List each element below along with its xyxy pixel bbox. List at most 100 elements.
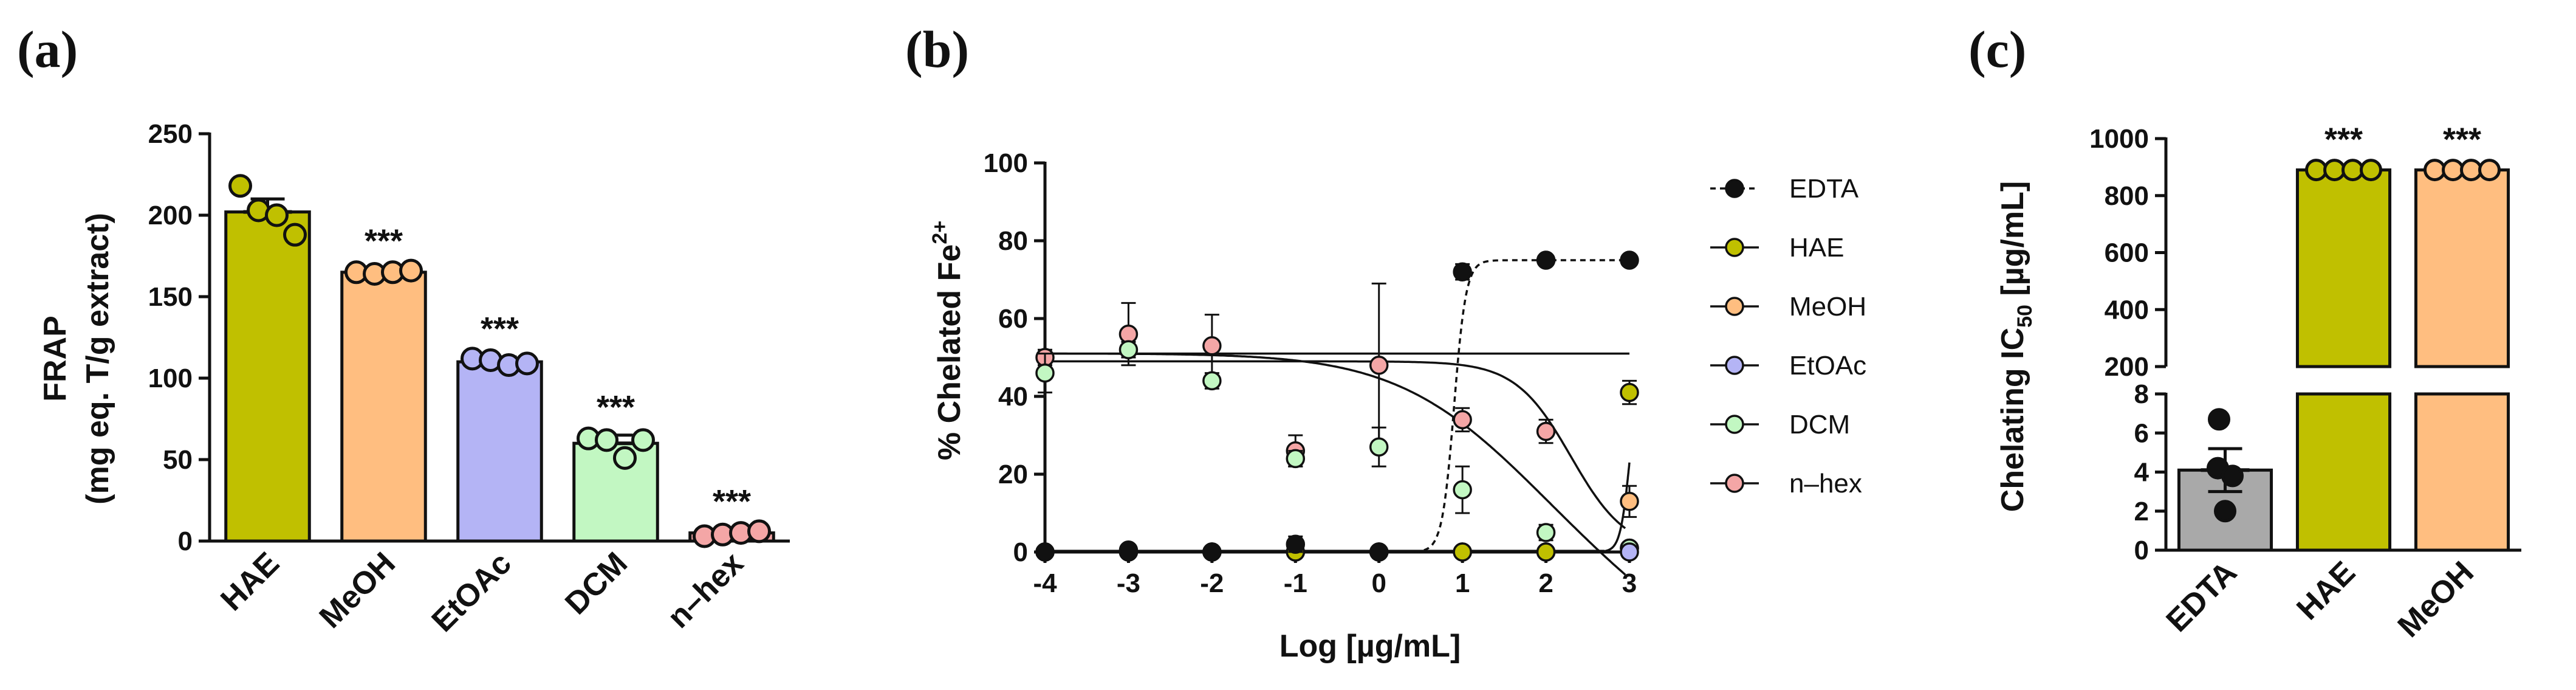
c-bar-upper-MeOH bbox=[2414, 168, 2510, 368]
c-ytick-label: 1000 bbox=[2089, 124, 2149, 154]
c-point bbox=[2424, 159, 2446, 182]
c-ytick-label: 6 bbox=[2134, 418, 2149, 448]
b-point-MeOH bbox=[1620, 492, 1639, 511]
a-point bbox=[228, 174, 252, 198]
a-point bbox=[747, 519, 771, 543]
panel-b-line-chart: % Chelated Fe2+ Log [µg/mL] 020406080100… bbox=[928, 148, 1866, 664]
legend-label-n–hex: n–hex bbox=[1789, 469, 1862, 499]
c-point bbox=[2208, 408, 2230, 431]
c-ytick-label: 2 bbox=[2134, 497, 2149, 526]
a-significance: *** bbox=[713, 483, 751, 520]
b-xtick-label: -1 bbox=[1284, 568, 1307, 598]
b-point-DCM bbox=[1286, 449, 1306, 469]
a-category-label: MeOH bbox=[313, 545, 402, 635]
a-bar-EtOAc bbox=[456, 360, 543, 543]
b-xtick-label: 1 bbox=[1455, 568, 1470, 598]
legend-label-DCM: DCM bbox=[1789, 410, 1850, 440]
panel-label-b: (b) bbox=[905, 20, 969, 78]
b-point-EDTA bbox=[1620, 250, 1639, 270]
b-ylabel-main: % Chelated Fe bbox=[932, 244, 967, 460]
c-ytick-label: 800 bbox=[2105, 181, 2149, 211]
b-point-EDTA bbox=[1536, 250, 1556, 270]
a-category-label: n–hex bbox=[661, 545, 750, 635]
c-point bbox=[2460, 159, 2482, 182]
b-ytick-label: 40 bbox=[998, 382, 1028, 412]
b-point-EDTA bbox=[1118, 540, 1139, 560]
b-point-EDTA bbox=[1369, 542, 1389, 562]
a-category-label: DCM bbox=[558, 545, 634, 621]
b-point-EDTA bbox=[1286, 534, 1306, 554]
c-bar-lower-MeOH bbox=[2414, 392, 2510, 552]
c-point bbox=[2323, 159, 2346, 182]
b-xtick-label: 0 bbox=[1371, 568, 1386, 598]
a-ytick-label: 150 bbox=[148, 282, 193, 312]
c-ylabel-unit: [µg/mL] bbox=[1995, 181, 2030, 305]
b-point-DCM bbox=[1453, 480, 1472, 500]
c-ylabel-sub: 50 bbox=[2013, 305, 2036, 328]
a-point bbox=[283, 223, 307, 247]
b-xtick-label: -4 bbox=[1033, 568, 1057, 598]
legend-marker-HAE bbox=[1725, 238, 1744, 257]
b-point-DCM bbox=[1035, 363, 1055, 383]
c-significance: *** bbox=[2443, 122, 2481, 158]
legend-label-EDTA: EDTA bbox=[1789, 174, 1859, 204]
b-point-DCM bbox=[1202, 371, 1222, 391]
c-ytick-label: 8 bbox=[2134, 379, 2149, 409]
c-category-label: HAE bbox=[2290, 554, 2362, 627]
b-point-n–hex bbox=[1453, 410, 1472, 430]
b-point-n–hex bbox=[1202, 336, 1222, 356]
b-fit-EDTA bbox=[1045, 259, 1629, 553]
b-point-HAE bbox=[1536, 542, 1556, 562]
a-point bbox=[631, 428, 655, 452]
c-point bbox=[2214, 500, 2236, 523]
b-point-EDTA bbox=[1202, 542, 1222, 562]
a-significance: *** bbox=[365, 223, 403, 259]
a-category-label: HAE bbox=[214, 545, 286, 618]
legend-marker-MeOH bbox=[1725, 297, 1744, 316]
b-point-DCM bbox=[1118, 340, 1139, 359]
b-point-DCM bbox=[1369, 437, 1389, 457]
a-category-label: EtOAc bbox=[425, 545, 518, 638]
a-ylabel-line2: (mg eq. T/g extract) bbox=[80, 213, 115, 505]
c-ytick-label: 600 bbox=[2105, 238, 2149, 268]
b-point-EtOAc bbox=[1620, 542, 1639, 562]
b-ytick-label: 20 bbox=[998, 460, 1028, 489]
a-ytick-label: 200 bbox=[148, 201, 193, 230]
legend-marker-EtOAc bbox=[1725, 356, 1744, 375]
a-point bbox=[613, 446, 637, 470]
a-point bbox=[399, 258, 423, 283]
a-ytick-label: 0 bbox=[178, 526, 193, 556]
c-category-label: MeOH bbox=[2391, 554, 2481, 644]
c-ytick-label: 4 bbox=[2134, 458, 2150, 488]
b-ytick-label: 0 bbox=[1013, 537, 1028, 567]
b-point-HAE bbox=[1453, 542, 1472, 562]
b-point-n–hex bbox=[1369, 356, 1389, 375]
b-point-n–hex bbox=[1536, 421, 1556, 441]
panel-a-bar-chart: FRAP (mg eq. T/g extract) 0 50 100 150 200 25… bbox=[38, 119, 790, 639]
c-ylabel-main: Chelating IC bbox=[1995, 328, 2030, 512]
legend-marker-n–hex bbox=[1725, 474, 1744, 493]
a-bar-HAE bbox=[224, 210, 311, 543]
b-point-n–hex bbox=[1118, 324, 1139, 344]
a-point bbox=[265, 203, 289, 227]
b-ylabel-sup: 2+ bbox=[928, 221, 951, 244]
a-significance: *** bbox=[481, 311, 519, 347]
b-point-EDTA bbox=[1453, 262, 1472, 281]
a-ytick-label: 100 bbox=[148, 364, 193, 393]
c-point bbox=[2221, 464, 2244, 488]
panel-label-c: (c) bbox=[1968, 20, 2026, 78]
a-ylabel-line1: FRAP bbox=[38, 316, 73, 402]
panel-label-a: (a) bbox=[17, 20, 78, 78]
a-ytick-label: 50 bbox=[163, 445, 193, 475]
legend-label-EtOAc: EtOAc bbox=[1789, 351, 1866, 381]
c-ytick-label: 400 bbox=[2105, 295, 2149, 325]
c-point bbox=[2305, 159, 2328, 182]
a-significance: *** bbox=[597, 389, 635, 426]
b-fit-n-hex-decay bbox=[1045, 360, 1626, 530]
b-point-HAE bbox=[1620, 382, 1639, 402]
legend-label-MeOH: MeOH bbox=[1789, 292, 1866, 322]
b-ytick-label: 80 bbox=[998, 226, 1028, 256]
a-point bbox=[595, 428, 618, 452]
